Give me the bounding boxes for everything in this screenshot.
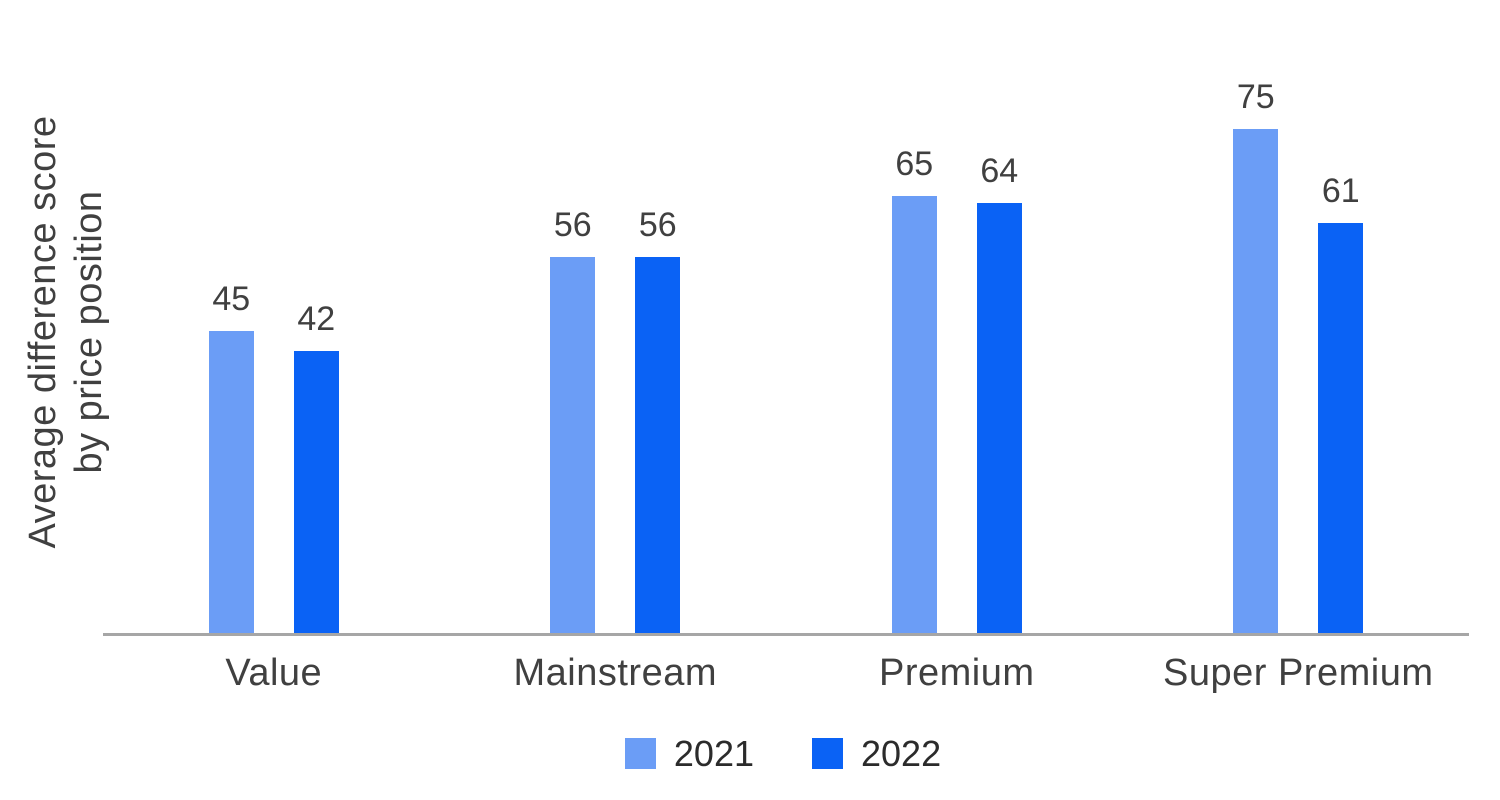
bar-2021-premium — [891, 196, 937, 633]
legend-swatch-2021 — [624, 738, 656, 769]
bar-2022-premium — [976, 203, 1022, 633]
y-axis-label: Average difference score by price positi… — [20, 115, 112, 548]
y-axis-label-line2: by price position — [68, 190, 110, 474]
bar-value-label: 61 — [1321, 172, 1360, 210]
category-label: Mainstream — [513, 652, 717, 694]
bar-value-label: 42 — [297, 300, 336, 338]
bar-2022-value — [293, 351, 339, 633]
category-label: Premium — [878, 652, 1035, 694]
legend-swatch-2022 — [812, 738, 843, 769]
bar-2022-mainstream — [635, 257, 681, 633]
bar-2021-mainstream — [550, 257, 596, 633]
legend-item-2021: 2021 — [624, 733, 754, 774]
y-axis-label-line1: Average difference score — [22, 115, 64, 549]
bar-value-label: 45 — [212, 280, 251, 318]
bar-value-label: 65 — [895, 145, 934, 183]
legend-label-2022: 2022 — [861, 733, 942, 774]
legend-label-2021: 2021 — [673, 733, 754, 774]
bar-value-label: 56 — [553, 206, 592, 244]
bar-value-label: 56 — [638, 206, 677, 244]
category-label: Value — [225, 652, 323, 694]
legend: 2021 2022 — [33, 733, 1500, 774]
bar-2022-super-premium — [1318, 223, 1364, 633]
x-axis-line — [103, 633, 1469, 636]
bar-value-label: 64 — [980, 152, 1019, 190]
bar-value-label: 75 — [1236, 78, 1275, 116]
category-label: Super Premium — [1163, 652, 1434, 694]
bar-2021-super-premium — [1233, 129, 1279, 633]
legend-item-2022: 2022 — [812, 733, 942, 774]
bar-2021-value — [208, 331, 254, 633]
